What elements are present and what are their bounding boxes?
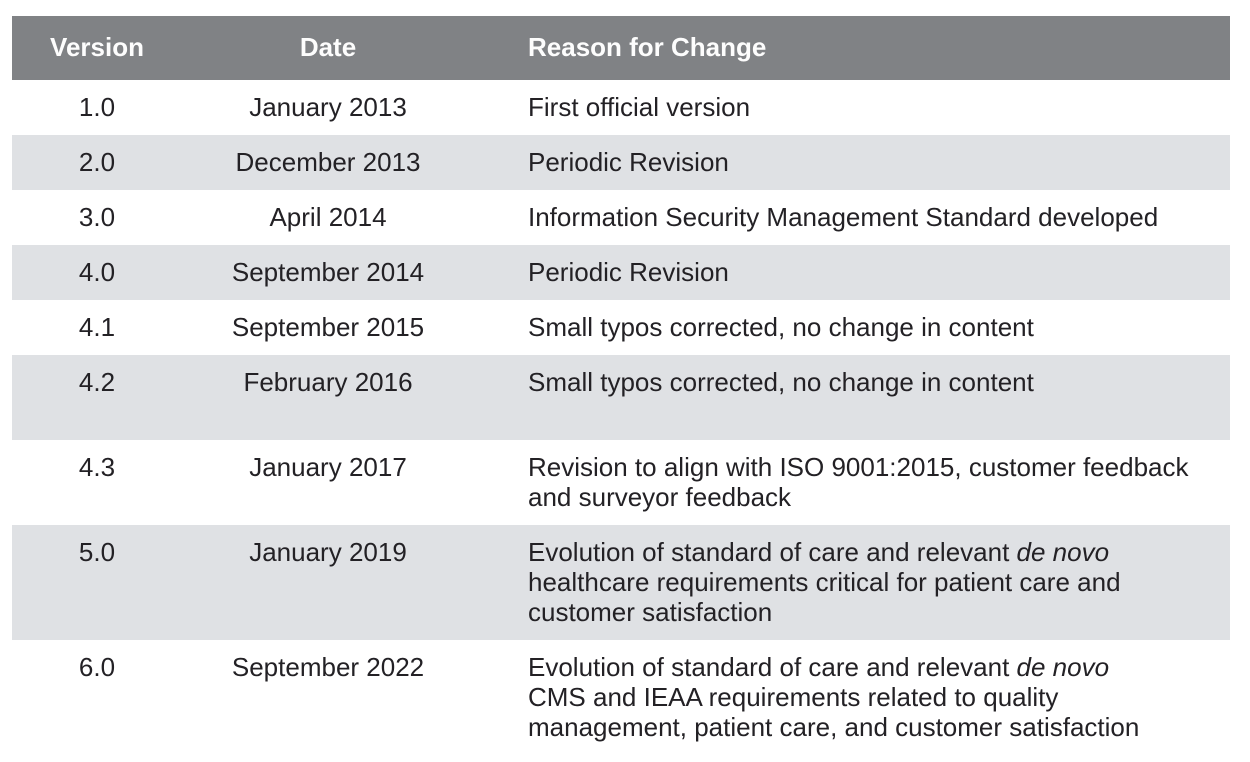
version-cell: 4.2	[12, 355, 182, 440]
table-header: Version Date Reason for Change	[12, 16, 1230, 80]
reason-text: healthcare requirements critical for pat…	[528, 567, 1121, 627]
version-cell: 4.0	[12, 245, 182, 300]
date-cell: September 2014	[182, 245, 474, 300]
reason-text: CMS and IEAA requirements related to qua…	[528, 682, 1140, 742]
reason-cell: Evolution of standard of care and releva…	[474, 525, 1230, 640]
table-row: 4.2 February 2016 Small typos corrected, n…	[12, 355, 1230, 440]
table-row: 4.3 January 2017 Revision to align with IS…	[12, 440, 1230, 525]
date-cell: January 2017	[249, 452, 407, 482]
reason-text: Small typos corrected, no change in cont…	[528, 367, 1034, 397]
version-cell: 6.0	[78, 652, 116, 682]
reason-cell: Periodic Revision	[474, 245, 1230, 300]
reason-text: Small typos corrected, no change in cont…	[528, 312, 1034, 342]
reason-cell: Small typos corrected, no change in cont…	[474, 300, 1230, 355]
reason-text: Information Security Management Standard…	[528, 202, 1159, 232]
date-cell: January 2019	[182, 525, 474, 640]
version-cell: 4.3	[78, 452, 116, 482]
date-cell: December 2013	[182, 135, 474, 190]
date-cell: September 2022	[231, 652, 425, 682]
reason-text: Evolution of standard of care and releva…	[528, 652, 1017, 682]
date-cell: January 2013	[249, 92, 407, 122]
version-cell: 3.0	[78, 202, 116, 232]
version-cell: 1.0	[78, 92, 116, 122]
reason-text-italic: de novo	[1016, 537, 1110, 567]
table-body: 1.0 January 2013 First official version 2.0…	[12, 80, 1230, 755]
reason-text: Evolution of standard of care and releva…	[528, 537, 1017, 567]
empty-paragraph	[528, 397, 1206, 427]
table-row: 4.0 September 2014 Periodic Revision	[12, 245, 1230, 300]
header-row: Version Date Reason for Change	[12, 16, 1230, 80]
table-row: 6.0 September 2022 Evolution of standard o…	[12, 640, 1230, 755]
reason-cell: Information Security Management Standard…	[474, 190, 1230, 245]
date-cell: April 2014	[269, 202, 387, 232]
table-row: 4.1 September 2015 Small typos corrected, …	[12, 300, 1230, 355]
reason-cell: Evolution of standard of care and releva…	[474, 640, 1230, 755]
version-cell: 2.0	[12, 135, 182, 190]
reason-cell: First official version	[474, 80, 1230, 135]
table-row: 1.0 January 2013 First official version	[12, 80, 1230, 135]
column-header-reason-for-change: Reason for Change	[474, 16, 1230, 80]
column-header-version: Version	[12, 16, 182, 80]
reason-text-italic: de novo	[1016, 652, 1110, 682]
table-row: 5.0 January 2019 Evolution of standard of …	[12, 525, 1230, 640]
version-cell: 5.0	[12, 525, 182, 640]
reason-text: First official version	[528, 92, 751, 122]
date-cell: September 2015	[231, 312, 425, 342]
table-row: 2.0 December 2013 Periodic Revision	[12, 135, 1230, 190]
reason-text: Revision to align with ISO 9001:2015, cu…	[528, 452, 1189, 512]
table-row: 3.0 April 2014 Information Security Manage…	[12, 190, 1230, 245]
reason-cell: Small typos corrected, no change in cont…	[474, 355, 1230, 440]
reason-text: Periodic Revision	[528, 147, 729, 177]
column-header-date: Date	[182, 16, 474, 80]
reason-cell: Periodic Revision	[474, 135, 1230, 190]
version-history-table: Version Date Reason for Change 1.0 Januar…	[12, 16, 1230, 755]
version-cell: 4.1	[78, 312, 116, 342]
date-cell: February 2016	[182, 355, 474, 440]
reason-cell: Revision to align with ISO 9001:2015, cu…	[474, 440, 1230, 525]
reason-text: Periodic Revision	[528, 257, 729, 287]
